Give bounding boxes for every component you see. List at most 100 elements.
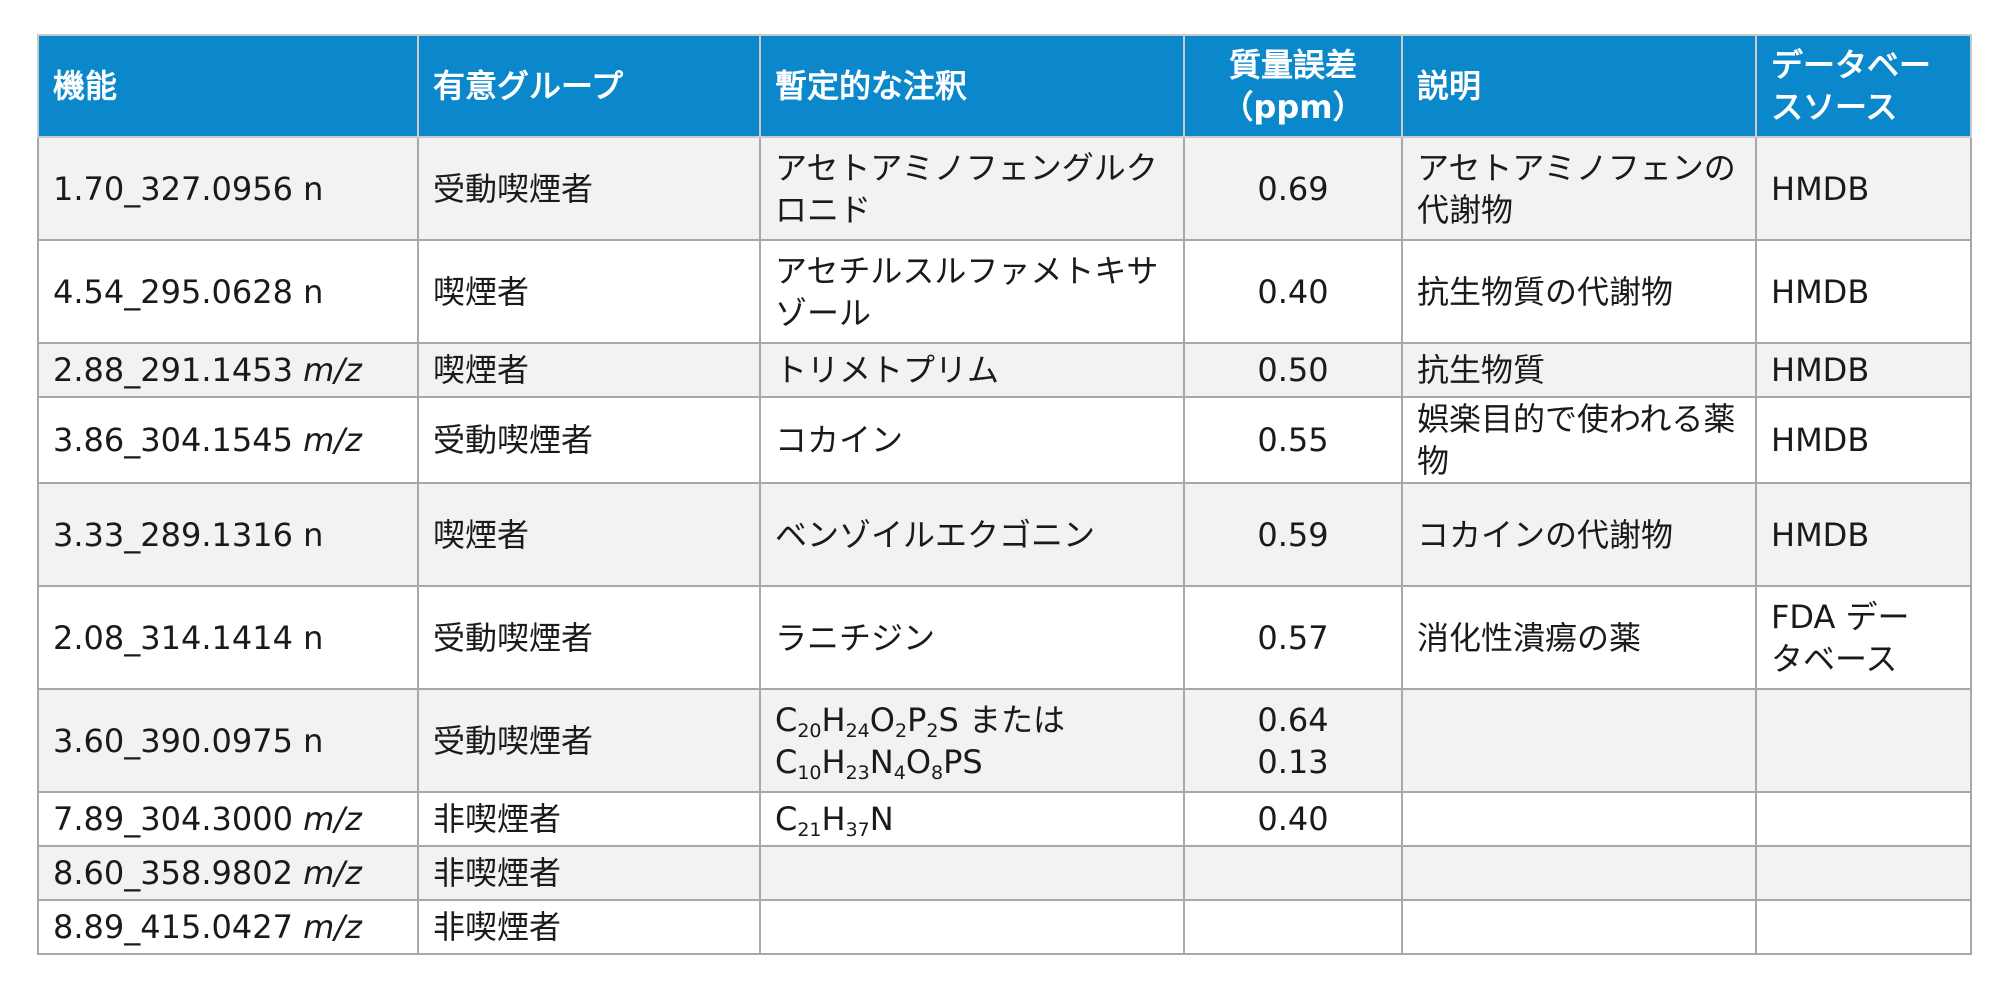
header-row: 機能 有意グループ 暫定的な注釈 質量誤差 （ppm） 説明 データベー スソー… (37, 34, 1972, 138)
feature-id: 3.60_390.0975 n (53, 721, 324, 760)
feature-cell: 2.08_314.1414 n (37, 585, 419, 690)
feature-cell: 8.89_415.0427 m/z (37, 899, 419, 955)
mass-error-cell: 0.69 (1183, 136, 1403, 241)
feature-id: 3.33_289.1316 n (53, 515, 324, 554)
feature-id: 7.89_304.3000 (53, 800, 304, 838)
annotation-cell: トリメトプリム (759, 342, 1185, 398)
header-mass-error-line2: （ppm） (1221, 88, 1365, 126)
group-cell: 喫煙者 (417, 239, 761, 344)
description-line: 抗生物質 (1417, 351, 1546, 389)
table-header: 機能 有意グループ 暫定的な注釈 質量誤差 （ppm） 説明 データベー スソー… (37, 34, 1972, 138)
group-cell: 非喫煙者 (417, 845, 761, 901)
description-line: アセトアミノフェンの (1417, 148, 1736, 187)
database-source-line: HMDB (1771, 351, 1870, 389)
annotation-cell: アセトアミノフェングルクロニド (759, 136, 1185, 241)
database-source-cell: HMDB (1755, 342, 1972, 398)
header-mass-error: 質量誤差 （ppm） (1183, 34, 1403, 138)
table-row: 8.60_358.9802 m/z 非喫煙者 (37, 845, 1972, 901)
header-group: 有意グループ (417, 34, 761, 138)
feature-mz-unit: m/z (303, 800, 362, 838)
mass-error-cell (1183, 899, 1403, 955)
table-row: 4.54_295.0628 n 喫煙者 アセチルスルファメトキサゾール 0.40 抗生物… (37, 239, 1972, 344)
mass-error-value: 0.69 (1257, 169, 1329, 208)
header-source-line2: スソース (1771, 88, 1898, 126)
mass-error-value: 0.50 (1257, 351, 1329, 389)
mass-error-cell: 0.59 (1183, 482, 1403, 587)
formula-subscript: 2 (926, 719, 939, 742)
mass-error-value: 0.40 (1257, 800, 1329, 838)
annotation-cell: アセチルスルファメトキサゾール (759, 239, 1185, 344)
table-row: 2.08_314.1414 n 受動喫煙者 ラニチジン 0.57 消化性潰瘍の薬 FDA … (37, 585, 1972, 690)
database-source-cell: HMDB (1755, 239, 1972, 344)
header-description: 説明 (1401, 34, 1757, 138)
annotation-cell: ラニチジン (759, 585, 1185, 690)
database-source-cell: HMDB (1755, 136, 1972, 241)
group-cell: 受動喫煙者 (417, 396, 761, 484)
formula-subscript: 20 (797, 719, 822, 742)
formula-subscript: 4 (893, 761, 906, 784)
feature-cell: 4.54_295.0628 n (37, 239, 419, 344)
feature-mz-unit: m/z (303, 421, 362, 459)
description-line: 消化性潰瘍の薬 (1417, 618, 1642, 657)
description-cell (1401, 899, 1757, 955)
formula-line: C10H23N4O8PS (775, 742, 983, 784)
table-body: 1.70_327.0956 n 受動喫煙者 アセトアミノフェングルクロニド 0.69 ア… (37, 136, 1972, 955)
mass-error-cell: 0.50 (1183, 342, 1403, 398)
feature-cell: 8.60_358.9802 m/z (37, 845, 419, 901)
group-cell: 非喫煙者 (417, 791, 761, 847)
feature-mz-unit: m/z (303, 908, 362, 946)
results-table: 機能 有意グループ 暫定的な注釈 質量誤差 （ppm） 説明 データベー スソー… (37, 34, 1972, 955)
header-feature: 機能 (37, 34, 419, 138)
feature-cell: 2.88_291.1453 m/z (37, 342, 419, 398)
annotation-cell: ベンゾイルエクゴニン (759, 482, 1185, 587)
description-line: 代謝物 (1417, 190, 1514, 229)
table-row: 1.70_327.0956 n 受動喫煙者 アセトアミノフェングルクロニド 0.69 ア… (37, 136, 1972, 241)
mass-error-cell: 0.55 (1183, 396, 1403, 484)
formula-subscript: 21 (797, 819, 822, 841)
group-cell: 非喫煙者 (417, 899, 761, 955)
description-cell: 娯楽目的で使われる薬物 (1401, 396, 1757, 484)
formula-subscript: 37 (845, 819, 870, 841)
database-source-cell (1755, 845, 1972, 901)
table-row: 7.89_304.3000 m/z 非喫煙者 C21H37N 0.40 (37, 791, 1972, 847)
description-cell: アセトアミノフェンの 代謝物 (1401, 136, 1757, 241)
formula-subscript: 8 (931, 761, 944, 784)
annotation-cell (759, 899, 1185, 955)
header-annotation: 暫定的な注釈 (759, 34, 1185, 138)
description-line: コカインの代謝物 (1417, 515, 1674, 554)
formula-line: C21H37N (775, 800, 894, 841)
database-source-line: HMDB (1771, 272, 1870, 311)
formula-subscript: 10 (797, 761, 822, 784)
mass-error-value: 0.40 (1257, 272, 1329, 311)
header-source-line1: データベー (1771, 46, 1932, 84)
database-source-line: HMDB (1771, 421, 1870, 459)
database-source-line: タベース (1771, 639, 1898, 678)
group-cell: 喫煙者 (417, 482, 761, 587)
feature-id: 1.70_327.0956 n (53, 169, 324, 208)
header-mass-error-line1: 質量誤差 (1228, 46, 1357, 84)
feature-cell: 3.33_289.1316 n (37, 482, 419, 587)
feature-cell: 7.89_304.3000 m/z (37, 791, 419, 847)
group-cell: 喫煙者 (417, 342, 761, 398)
mass-error-value: 0.57 (1257, 618, 1329, 657)
feature-id: 8.89_415.0427 (53, 908, 304, 946)
mass-error-value: 0.64 (1257, 700, 1329, 739)
description-line: 抗生物質の代謝物 (1417, 272, 1674, 311)
feature-mz-unit: m/z (303, 351, 362, 389)
formula-subscript: 23 (845, 761, 870, 784)
annotation-cell: コカイン (759, 396, 1185, 484)
annotation-cell: C21H37N (759, 791, 1185, 847)
mass-error-value: 0.13 (1257, 742, 1329, 781)
database-source-cell: HMDB (1755, 396, 1972, 484)
mass-error-value: 0.59 (1257, 515, 1329, 554)
mass-error-cell (1183, 845, 1403, 901)
table-row: 3.86_304.1545 m/z 受動喫煙者 コカイン 0.55 娯楽目的で使われる薬… (37, 396, 1972, 484)
feature-cell: 3.86_304.1545 m/z (37, 396, 419, 484)
description-line: 娯楽目的で使われる薬物 (1417, 400, 1736, 480)
mass-error-cell: 0.40 (1183, 791, 1403, 847)
database-source-cell (1755, 791, 1972, 847)
formula-subscript: 2 (894, 719, 908, 742)
database-source-line: FDA デー (1771, 597, 1910, 636)
group-cell: 受動喫煙者 (417, 585, 761, 690)
description-cell: 抗生物質 (1401, 342, 1757, 398)
